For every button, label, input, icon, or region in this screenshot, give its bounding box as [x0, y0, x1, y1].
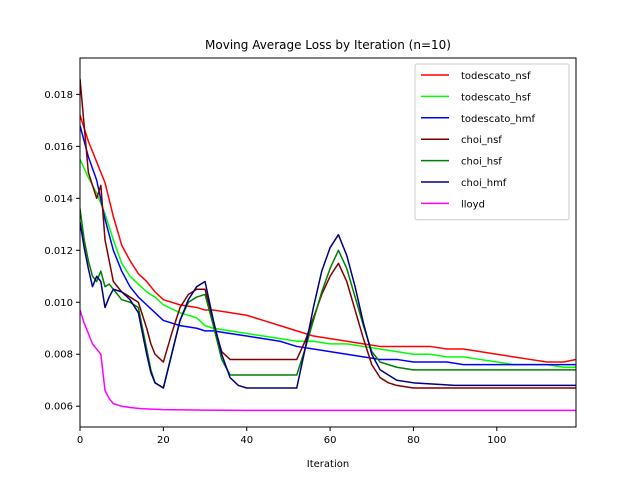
y-tick-label: 0.010: [44, 298, 73, 309]
x-tick-label: 40: [240, 435, 253, 446]
y-axis: 0.006 0.008 0.010 0.012 0.014 0.016 0.018: [44, 90, 80, 413]
chart-title: Moving Average Loss by Iteration (n=10): [205, 38, 451, 52]
legend-label: todescato_hsf: [461, 92, 531, 103]
series-line-todescato-hmf: [80, 125, 576, 366]
legend-label: choi_hmf: [461, 178, 507, 189]
legend-label: choi_hsf: [461, 157, 502, 168]
y-tick-label: 0.006: [44, 402, 73, 413]
legend-label: lloyd: [461, 199, 485, 210]
x-tick-label: 60: [324, 435, 337, 446]
series-line-todescato-hsf: [80, 159, 576, 368]
series-line-choi-hmf: [80, 221, 576, 389]
legend-label: choi_nsf: [461, 135, 502, 146]
legend-box: [414, 63, 570, 221]
x-tick-label: 100: [487, 435, 506, 446]
series-line-choi-nsf: [80, 78, 576, 389]
legend-label: todescato_hmf: [461, 114, 535, 125]
x-axis-label: Iteration: [307, 459, 349, 470]
legend-label: todescato_nsf: [461, 71, 531, 82]
y-tick-label: 0.008: [44, 350, 73, 361]
x-tick-label: 0: [77, 435, 83, 446]
y-tick-label: 0.014: [44, 194, 73, 205]
plot-frame: [79, 57, 577, 428]
x-tick-label: 20: [157, 435, 170, 446]
series-line-todescato-nsf: [80, 114, 576, 363]
y-tick-label: 0.018: [44, 90, 73, 101]
legend: todescato_nsf todescato_hsf todescato_hmfc…: [414, 63, 570, 221]
y-tick-label: 0.012: [44, 246, 73, 257]
y-tick-label: 0.016: [44, 142, 73, 153]
x-axis: 0 20 40 60 80 100: [77, 427, 506, 446]
series-line-choi-hsf: [80, 208, 576, 389]
plot-area: [80, 78, 576, 412]
series-line-lloyd: [80, 309, 576, 412]
x-tick-label: 80: [407, 435, 420, 446]
